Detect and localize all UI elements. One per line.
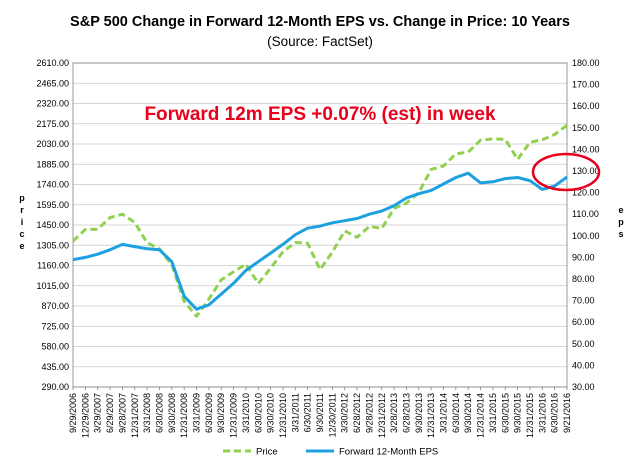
- y-right-tick-label: 110.00: [572, 209, 599, 219]
- x-tick-label: 12/31/2009: [229, 393, 239, 438]
- x-tick-label: 6/28/2013: [401, 393, 411, 433]
- y-left-tick-label: 1450.00: [36, 220, 69, 230]
- y-left-tick-label: 2465.00: [36, 78, 69, 88]
- x-tick-label: 9/30/2011: [315, 393, 325, 432]
- y-left-tick-label: 2175.00: [36, 119, 69, 129]
- y-left-tick-label: 2610.00: [36, 58, 69, 68]
- axis-labels: p r i c e e p s: [19, 193, 624, 251]
- y-right-tick-label: 80.00: [572, 274, 595, 284]
- x-tick-label: 3/31/2008: [142, 393, 152, 433]
- series-layer: [71, 124, 568, 318]
- y-right-tick-label: 70.00: [572, 296, 595, 306]
- y-right-tick-label: 170.00: [572, 80, 600, 90]
- x-tick-label: 12/31/2012: [377, 393, 387, 438]
- y-left-tick-label: 1740.00: [36, 180, 69, 190]
- y-right-tick-label: 40.00: [572, 360, 595, 370]
- legend-label: Forward 12-Month EPS: [339, 447, 438, 458]
- y-left-tick-label: 2030.00: [36, 139, 69, 149]
- x-tick-label: 6/30/2011: [303, 393, 313, 432]
- y-right-tick-label: 50.00: [572, 339, 595, 349]
- x-tick-label: 9/30/2009: [216, 393, 226, 433]
- y-left-tick-label: 1885.00: [36, 159, 69, 169]
- highlight-circle: [531, 152, 601, 192]
- x-tick-label: 9/29/2006: [68, 393, 78, 433]
- y-left-tick-label: 1595.00: [36, 200, 69, 210]
- y-left-tick-label: 290.00: [41, 382, 69, 392]
- y-right-tick-label: 130.00: [572, 166, 600, 176]
- x-tick-label: 9/30/2013: [414, 393, 424, 433]
- x-tick-label: 6/30/2014: [451, 393, 461, 433]
- y-left-tick-label: 1160.00: [37, 261, 69, 271]
- x-tick-label: 3/31/2010: [241, 393, 251, 433]
- annotation-text: Forward 12m EPS +0.07% (est) in week: [144, 104, 496, 125]
- x-tick-label: 9/30/2014: [463, 393, 473, 433]
- y-left-tick-label: 725.00: [41, 321, 69, 331]
- x-tick-label: 3/29/2007: [93, 393, 103, 433]
- y-right-tick-label: 160.00: [572, 101, 600, 111]
- x-tick-label: 12/29/2006: [80, 393, 90, 438]
- y-left-tick-label: 1305.00: [36, 240, 69, 250]
- x-tick-label: 9/28/2007: [117, 393, 127, 433]
- x-tick-label: 9/21/2016: [562, 393, 572, 433]
- x-tick-label: 6/30/2008: [154, 393, 164, 433]
- y-left-tick-label: 1015.00: [36, 281, 69, 291]
- y-right-tick-label: 150.00: [572, 123, 600, 133]
- x-tick-label: 12/31/2007: [130, 393, 140, 438]
- x-tick-label: 9/30/2015: [513, 393, 523, 433]
- y-right-tick-label: 120.00: [572, 188, 600, 198]
- y-left-tick-label: 580.00: [41, 342, 69, 352]
- series-line-forward-12-month-eps: [72, 171, 568, 311]
- y-right-tick-label: 60.00: [572, 317, 595, 327]
- y-left-tick-label: 435.00: [41, 362, 69, 372]
- x-tick-label: 3/31/2011: [290, 393, 300, 432]
- y-right-tick-label: 140.00: [572, 144, 600, 154]
- x-tick-label: 6/30/2015: [500, 393, 510, 433]
- chart-subtitle: (Source: FactSet): [267, 34, 373, 49]
- x-tick-label: 3/31/2016: [537, 393, 547, 433]
- legend-label: Price: [256, 447, 278, 458]
- x-tick-label: 9/28/2012: [364, 393, 374, 433]
- x-tick-label: 6/29/2007: [105, 393, 115, 433]
- chart-title: S&P 500 Change in Forward 12-Month EPS v…: [70, 14, 570, 30]
- x-tick-label: 12/31/2010: [278, 393, 288, 438]
- legend: Price Forward 12-Month EPS: [223, 447, 438, 458]
- y-right-tick-label: 100.00: [572, 231, 600, 241]
- x-tick-label: 12/31/2015: [525, 393, 535, 438]
- y-right-tick-label: 90.00: [572, 252, 595, 262]
- x-tick-label: 3/28/2013: [389, 393, 399, 433]
- x-axis: 9/29/2006 12/29/2006 3/29/2007 6/29/2007 9/2…: [68, 387, 572, 438]
- y-right-tick-label: 180.00: [572, 58, 600, 68]
- x-tick-label: 6/30/2010: [253, 393, 263, 433]
- y-left-tick-label: 870.00: [41, 301, 69, 311]
- x-tick-label: 12/31/2013: [426, 393, 436, 438]
- y-left-tick-label: 2320.00: [36, 99, 69, 109]
- x-tick-label: 6/30/2016: [550, 393, 560, 433]
- x-tick-label: 6/28/2012: [352, 393, 362, 433]
- series-line-price: [71, 124, 568, 318]
- x-tick-label: 9/30/2008: [167, 393, 177, 433]
- y-right-tick-label: 30.00: [572, 382, 595, 392]
- y-axis-left: 2610.00 2465.00 2320.00 2175.00 2030.00 1885.…: [36, 58, 69, 392]
- x-tick-label: 3/31/2009: [192, 393, 202, 433]
- x-tick-label: 9/30/2010: [266, 393, 276, 433]
- x-tick-label: 3/31/2015: [488, 393, 498, 433]
- x-tick-label: 12/31/2008: [179, 393, 189, 438]
- x-tick-label: 3/30/2012: [340, 393, 350, 433]
- y-axis-right: 180.00 170.00 160.00 150.00 140.00 130.00 120.…: [572, 58, 600, 392]
- x-tick-label: 3/31/2014: [439, 393, 449, 433]
- x-tick-label: 6/30/2009: [204, 393, 214, 433]
- x-tick-label: 12/30/2011: [327, 393, 337, 437]
- x-tick-label: 12/31/2014: [476, 393, 486, 438]
